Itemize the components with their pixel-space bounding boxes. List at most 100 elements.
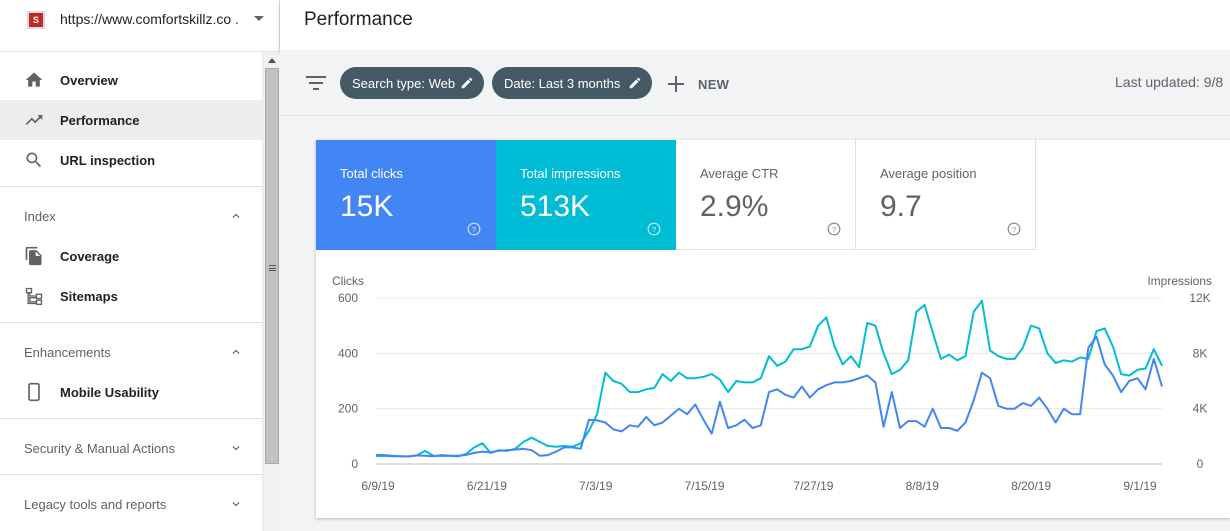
clicks-series-line xyxy=(375,335,1163,458)
impressions-series-line xyxy=(376,299,1163,458)
metric-average-position[interactable]: Average position 9.7 ? xyxy=(856,140,1036,250)
x-tick-label: 6/21/19 xyxy=(467,479,507,493)
sitemap-icon xyxy=(25,287,43,305)
last-updated-text: Last updated: 9/8 xyxy=(1115,74,1224,90)
plus-icon xyxy=(668,76,684,92)
sidebar-item-performance[interactable]: Performance xyxy=(0,100,262,140)
performance-card: Total clicks 15K ? Total impressions 513… xyxy=(316,140,1230,518)
left-tick-label: 0 xyxy=(351,457,358,471)
metric-label: Total impressions xyxy=(520,166,621,181)
sidebar: S https://www.comfortskillz.co ... Overv… xyxy=(0,0,280,531)
x-tick-label: 8/20/19 xyxy=(1011,479,1051,493)
chevron-down-icon xyxy=(232,502,240,507)
sidebar-item-url-inspection[interactable]: URL inspection xyxy=(0,140,262,180)
sidebar-item-coverage[interactable]: Coverage xyxy=(0,236,262,276)
filter-bar: Search type: Web Date: Last 3 months NEW… xyxy=(280,50,1230,116)
right-tick-label: 12K xyxy=(1189,291,1210,305)
x-tick-label: 6/9/19 xyxy=(361,479,395,493)
sidebar-item-label: Overview xyxy=(60,73,118,88)
section-header-index[interactable]: Index xyxy=(0,196,262,236)
left-tick-label: 600 xyxy=(338,291,358,305)
metric-value: 9.7 xyxy=(880,190,922,223)
section-label: Enhancements xyxy=(24,345,111,360)
dropdown-arrow-icon[interactable] xyxy=(254,16,264,21)
sidebar-item-label: Mobile Usability xyxy=(60,385,159,400)
performance-chart: Clicks Impressions 600 12K 400 8K 200 4K 0 0 6/9/1… xyxy=(316,260,1230,518)
section-header-security[interactable]: Security & Manual Actions xyxy=(0,428,262,468)
page-title: Performance xyxy=(304,9,413,30)
smartphone-icon xyxy=(28,382,40,402)
help-icon[interactable]: ? xyxy=(827,222,841,236)
svg-text:?: ? xyxy=(472,225,476,234)
left-tick-label: 200 xyxy=(338,402,358,416)
x-tick-label: 8/8/19 xyxy=(906,479,940,493)
chevron-down-icon xyxy=(232,446,240,451)
sidebar-item-label: Coverage xyxy=(60,249,120,264)
sidebar-item-label: Sitemaps xyxy=(60,289,118,304)
chip-label: Date: Last 3 months xyxy=(504,75,621,91)
home-icon xyxy=(25,72,43,87)
help-icon[interactable]: ? xyxy=(467,222,481,236)
right-tick-label: 8K xyxy=(1193,346,1208,360)
divider xyxy=(0,474,262,475)
sidebar-item-label: Performance xyxy=(60,113,140,128)
pencil-icon[interactable] xyxy=(628,76,642,90)
metric-value: 2.9% xyxy=(700,190,769,223)
page-header: Performance xyxy=(280,0,1230,50)
x-tick-label: 7/15/19 xyxy=(685,479,725,493)
right-axis-title: Impressions xyxy=(1147,274,1212,288)
x-tick-label: 9/1/19 xyxy=(1123,479,1157,493)
metric-label: Average CTR xyxy=(700,166,779,181)
chevron-up-icon xyxy=(232,213,240,218)
new-filter-button[interactable]: NEW xyxy=(668,74,729,94)
help-icon[interactable]: ? xyxy=(647,222,661,236)
x-tick-label: 7/27/19 xyxy=(793,479,833,493)
help-icon[interactable]: ? xyxy=(1007,222,1021,236)
search-type-chip[interactable]: Search type: Web xyxy=(340,67,484,99)
trending-up-icon xyxy=(25,115,43,125)
svg-text:?: ? xyxy=(652,225,656,234)
metric-value: 15K xyxy=(340,190,394,223)
section-label: Index xyxy=(24,209,56,224)
section-label: Legacy tools and reports xyxy=(24,497,167,512)
metric-value: 513K xyxy=(520,190,591,223)
section-header-legacy[interactable]: Legacy tools and reports xyxy=(0,484,262,524)
right-tick-label: 0 xyxy=(1197,457,1204,471)
site-favicon-icon: S xyxy=(27,11,45,29)
pencil-icon[interactable] xyxy=(460,76,474,90)
scrollbar-thumb[interactable] xyxy=(265,68,279,464)
metric-total-impressions[interactable]: Total impressions 513K ? xyxy=(496,140,676,250)
svg-text:?: ? xyxy=(1012,225,1016,234)
metric-label: Average position xyxy=(880,166,977,181)
search-icon xyxy=(26,152,42,168)
property-url: https://www.comfortskillz.co ... xyxy=(60,11,240,27)
chip-label: Search type: Web xyxy=(352,75,456,91)
right-tick-label: 4K xyxy=(1193,402,1208,416)
svg-text:?: ? xyxy=(832,225,836,234)
grip-icon xyxy=(269,265,276,271)
file-copy-icon xyxy=(25,246,42,266)
divider xyxy=(0,186,262,187)
metric-label: Total clicks xyxy=(340,166,403,181)
sidebar-item-label: URL inspection xyxy=(60,153,156,168)
property-selector[interactable]: S https://www.comfortskillz.co ... xyxy=(0,0,280,52)
sidebar-item-mobile-usability[interactable]: Mobile Usability xyxy=(0,372,262,412)
filter-icon[interactable] xyxy=(306,76,326,90)
section-header-enhancements[interactable]: Enhancements xyxy=(0,332,262,372)
divider xyxy=(0,418,262,419)
divider xyxy=(0,322,262,323)
left-axis-title: Clicks xyxy=(332,274,364,288)
metric-average-ctr[interactable]: Average CTR 2.9% ? xyxy=(676,140,856,250)
section-label: Security & Manual Actions xyxy=(24,441,176,456)
sidebar-item-sitemaps[interactable]: Sitemaps xyxy=(0,276,262,316)
date-chip[interactable]: Date: Last 3 months xyxy=(492,67,652,99)
chevron-up-icon xyxy=(232,349,240,354)
sidebar-item-overview[interactable]: Overview xyxy=(0,60,262,100)
scroll-up-arrow-icon[interactable] xyxy=(268,58,276,63)
sidebar-scrollbar[interactable] xyxy=(262,52,280,531)
x-tick-label: 7/3/19 xyxy=(579,479,613,493)
metric-total-clicks[interactable]: Total clicks 15K ? xyxy=(316,140,496,250)
sidebar-nav: Overview Performance URL inspection Inde… xyxy=(0,52,262,531)
new-button-label: NEW xyxy=(698,76,730,92)
